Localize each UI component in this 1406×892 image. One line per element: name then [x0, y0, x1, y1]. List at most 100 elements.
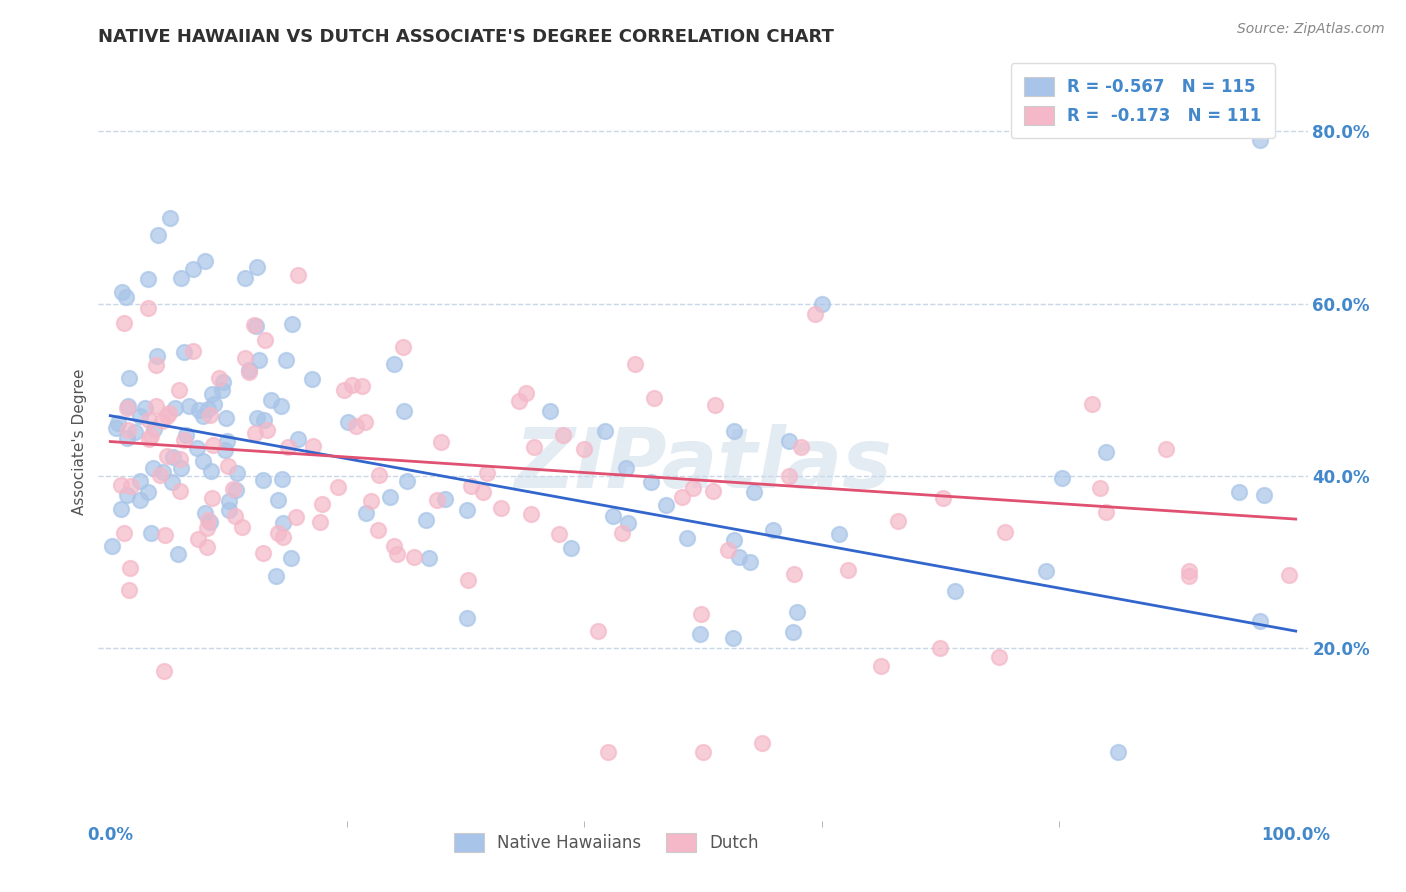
Point	[200, 491, 222, 505]
Point	[277, 440, 299, 454]
Point	[1052, 470, 1074, 484]
Point	[520, 507, 543, 521]
Point	[146, 227, 169, 242]
Point	[200, 464, 222, 478]
Point	[215, 411, 238, 425]
Point	[382, 357, 405, 371]
Text: Source: ZipAtlas.com: Source: ZipAtlas.com	[1237, 22, 1385, 37]
Point	[931, 491, 953, 506]
Point	[217, 459, 239, 474]
Point	[1177, 564, 1199, 578]
Point	[595, 424, 617, 438]
Point	[456, 611, 478, 625]
Point	[115, 431, 138, 445]
Point	[392, 340, 415, 354]
Point	[425, 493, 447, 508]
Point	[727, 550, 749, 565]
Point	[803, 307, 825, 321]
Point	[118, 371, 141, 385]
Point	[134, 401, 156, 416]
Point	[170, 270, 193, 285]
Point	[217, 434, 239, 449]
Point	[247, 353, 270, 368]
Point	[280, 550, 302, 565]
Point	[1088, 481, 1111, 495]
Point	[146, 349, 169, 363]
Point	[586, 624, 609, 639]
Point	[352, 379, 374, 393]
Point	[186, 441, 208, 455]
Point	[107, 416, 129, 430]
Point	[256, 423, 278, 437]
Point	[202, 397, 225, 411]
Point	[287, 432, 309, 446]
Point	[136, 272, 159, 286]
Point	[115, 488, 138, 502]
Point	[243, 425, 266, 440]
Text: ZIPatlas: ZIPatlas	[515, 424, 891, 505]
Point	[211, 384, 233, 398]
Point	[170, 461, 193, 475]
Point	[128, 492, 150, 507]
Point	[988, 649, 1011, 664]
Point	[353, 415, 375, 429]
Point	[610, 525, 633, 540]
Point	[309, 515, 332, 529]
Point	[163, 401, 186, 415]
Point	[368, 467, 391, 482]
Point	[810, 296, 832, 310]
Point	[395, 475, 418, 489]
Point	[124, 425, 146, 439]
Point	[145, 400, 167, 414]
Point	[174, 427, 197, 442]
Point	[267, 493, 290, 508]
Point	[281, 318, 304, 332]
Point	[156, 449, 179, 463]
Point	[112, 316, 135, 330]
Point	[267, 526, 290, 541]
Point	[231, 520, 253, 534]
Point	[110, 477, 132, 491]
Point	[1154, 442, 1177, 457]
Point	[598, 745, 620, 759]
Point	[301, 372, 323, 386]
Point	[156, 409, 179, 423]
Point	[117, 582, 139, 597]
Point	[460, 479, 482, 493]
Point	[778, 469, 800, 483]
Point	[538, 404, 561, 418]
Point	[783, 567, 806, 582]
Point	[285, 509, 308, 524]
Point	[115, 401, 138, 415]
Point	[153, 664, 176, 678]
Point	[191, 454, 214, 468]
Point	[157, 406, 180, 420]
Point	[703, 398, 725, 412]
Point	[477, 466, 499, 480]
Text: NATIVE HAWAIIAN VS DUTCH ASSOCIATE'S DEGREE CORRELATION CHART: NATIVE HAWAIIAN VS DUTCH ASSOCIATE'S DEG…	[98, 28, 834, 45]
Point	[211, 376, 233, 390]
Point	[828, 527, 851, 541]
Point	[149, 468, 172, 483]
Point	[187, 532, 209, 546]
Point	[200, 515, 222, 529]
Legend: Native Hawaiians, Dutch: Native Hawaiians, Dutch	[440, 820, 772, 865]
Point	[415, 513, 437, 527]
Point	[655, 498, 678, 512]
Point	[201, 387, 224, 401]
Point	[689, 627, 711, 641]
Point	[129, 409, 152, 424]
Point	[1249, 614, 1271, 628]
Point	[782, 625, 804, 640]
Point	[197, 521, 219, 535]
Point	[194, 506, 217, 520]
Point	[136, 484, 159, 499]
Point	[208, 371, 231, 385]
Point	[1249, 133, 1271, 147]
Point	[333, 383, 356, 397]
Point	[238, 365, 260, 379]
Point	[226, 467, 249, 481]
Point	[152, 465, 174, 479]
Point	[143, 421, 166, 435]
Point	[214, 443, 236, 458]
